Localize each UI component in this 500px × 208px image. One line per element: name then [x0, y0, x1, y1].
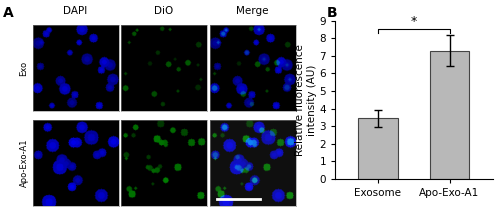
Text: A: A	[2, 6, 13, 20]
Text: *: *	[410, 15, 417, 28]
Text: DiO: DiO	[154, 6, 174, 16]
Text: Apo-Exo-A1: Apo-Exo-A1	[20, 139, 28, 187]
Text: Merge: Merge	[236, 6, 269, 16]
Y-axis label: Relative fluorescence
intensity (AU): Relative fluorescence intensity (AU)	[295, 44, 316, 156]
Text: DAPI: DAPI	[64, 6, 88, 16]
Bar	[358, 118, 398, 179]
Bar	[430, 51, 469, 179]
Text: Exo: Exo	[20, 61, 28, 76]
Text: B: B	[326, 6, 337, 20]
